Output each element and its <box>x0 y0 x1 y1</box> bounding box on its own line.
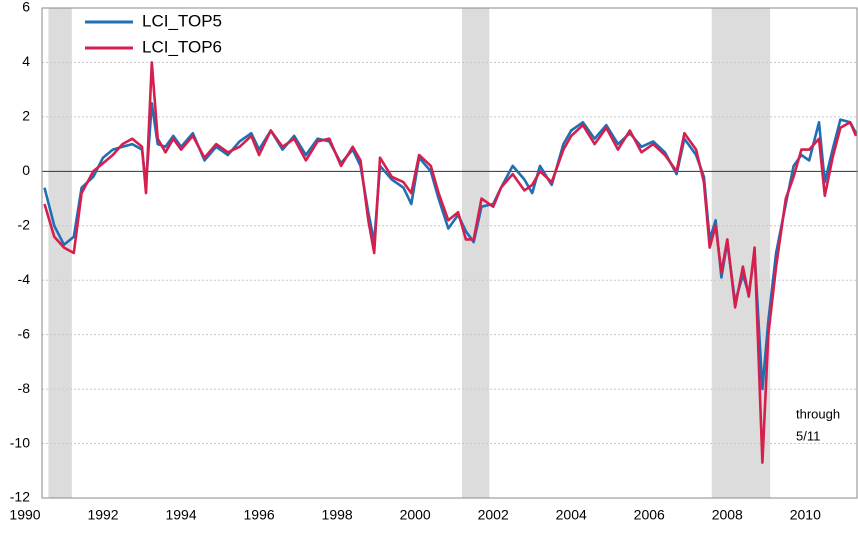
x-tick-label: 1990 <box>9 507 40 523</box>
x-tick-label: 1992 <box>87 507 118 523</box>
x-tick-label: 2000 <box>400 507 431 523</box>
plot-frame <box>41 7 858 499</box>
y-tick-label: -2 <box>18 216 31 232</box>
x-tick-label: 2004 <box>556 507 587 523</box>
recession-band <box>461 8 490 498</box>
y-tick-label: 2 <box>22 108 30 124</box>
y-tick-label: -10 <box>10 434 30 450</box>
x-tick-label: 2002 <box>478 507 509 523</box>
y-tick-label: -6 <box>18 325 31 341</box>
recession-band <box>48 8 72 498</box>
x-tick-label: 2008 <box>712 507 743 523</box>
annotation: through <box>796 406 840 421</box>
x-tick-label: 1998 <box>322 507 353 523</box>
series-line <box>43 61 858 464</box>
x-tick-label: 1994 <box>165 507 196 523</box>
x-tick-label: 2006 <box>634 507 665 523</box>
y-tick-label: 6 <box>22 0 30 15</box>
x-tick-label: 2010 <box>790 507 821 523</box>
legend-label: LCI_TOP6 <box>142 37 222 56</box>
y-tick-label: -12 <box>10 489 30 505</box>
y-tick-label: 4 <box>22 53 30 69</box>
annotation: 5/11 <box>796 428 820 443</box>
y-tick-label: -8 <box>18 380 31 396</box>
legend-label: LCI_TOP5 <box>142 11 222 30</box>
y-tick-label: -4 <box>18 271 31 287</box>
x-tick-label: 1996 <box>244 507 275 523</box>
y-tick-label: 0 <box>22 162 30 178</box>
